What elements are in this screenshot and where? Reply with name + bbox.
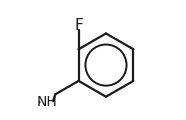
- Text: NH: NH: [37, 95, 58, 109]
- Text: F: F: [74, 18, 83, 33]
